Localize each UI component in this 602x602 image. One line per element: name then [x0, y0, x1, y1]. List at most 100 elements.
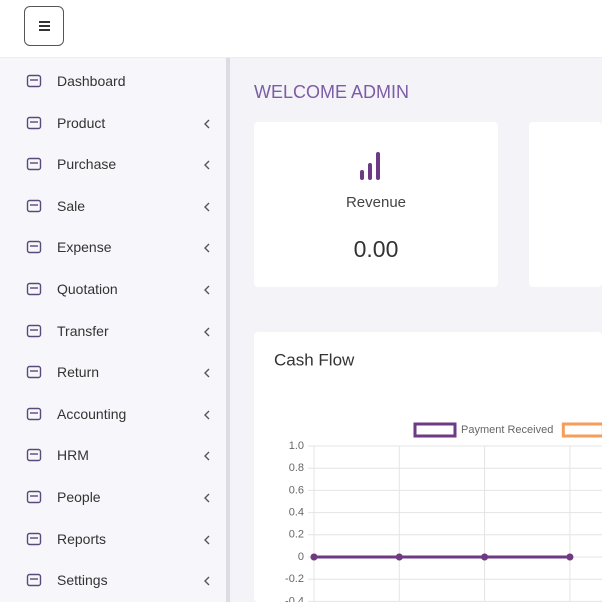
icon-shape — [26, 241, 42, 254]
menu-item[interactable]: Quotation — [0, 269, 226, 309]
menu-icon — [26, 157, 42, 171]
chevron — [204, 493, 210, 503]
menu-item[interactable]: Transfer — [0, 311, 226, 351]
chevron — [204, 243, 210, 253]
menu-icon — [26, 490, 42, 504]
menu-label: Expense — [57, 239, 112, 256]
chevron-path — [204, 535, 210, 545]
menu-label: Settings — [57, 572, 108, 589]
menu-item[interactable]: Sale — [0, 186, 226, 226]
chevron-path — [204, 243, 210, 253]
menu-label: Reports — [57, 530, 107, 547]
menu-toggle[interactable] — [24, 6, 64, 46]
menu-item[interactable]: Accounting — [0, 394, 226, 434]
menu-label: Dashboard — [57, 73, 126, 89]
menu-icon — [26, 116, 42, 129]
chevron — [204, 202, 210, 212]
chevron — [204, 451, 210, 461]
icon-shape — [26, 490, 42, 504]
data-point — [481, 553, 489, 561]
menu-label: Accounting — [57, 405, 127, 422]
icon-shape — [26, 573, 42, 587]
menu-label: Purchase — [57, 156, 117, 173]
y-tick-label: -0.2 — [285, 573, 304, 585]
menu-item[interactable]: Expense — [0, 227, 226, 267]
chevron — [204, 119, 210, 129]
icon-shape — [26, 116, 42, 129]
icon-shape — [26, 324, 42, 337]
chevron — [204, 576, 210, 586]
chevron-path — [204, 119, 210, 129]
icon-shape — [26, 532, 42, 545]
chevron — [204, 410, 210, 420]
menu-icon — [26, 449, 42, 462]
menu-icon — [26, 365, 42, 379]
chevron-path — [204, 285, 210, 295]
icon-shape — [26, 282, 42, 296]
menu-item[interactable]: HRM — [0, 435, 226, 475]
menu-label: Transfer — [57, 322, 109, 339]
chart-title: Cash Flow — [274, 350, 355, 369]
icon-shape — [26, 199, 42, 212]
chevron-path — [204, 160, 210, 170]
chevron-path — [204, 327, 210, 337]
y-tick-label: 0.6 — [289, 484, 304, 496]
menu-item[interactable]: Dashboard — [0, 61, 226, 101]
menu-icon — [26, 407, 42, 420]
burger-line — [39, 25, 50, 27]
chevron — [204, 535, 210, 545]
menu-label: Product — [57, 114, 106, 131]
menu-icon — [26, 573, 42, 587]
icon-shape — [26, 407, 42, 420]
menu-label: Sale — [57, 197, 86, 214]
chevron — [204, 327, 210, 337]
sidebar: Dashboard Product Purchase Sale Expense Quota… — [0, 58, 226, 602]
data-point — [566, 553, 574, 561]
menu-item[interactable]: Settings — [0, 560, 226, 600]
menu-icon — [26, 532, 42, 545]
menu-item[interactable]: People — [0, 477, 226, 517]
y-tick-label: 1.0 — [289, 440, 304, 452]
menu-item[interactable]: Reports — [0, 519, 226, 559]
data-point — [310, 553, 318, 561]
menu-label: Quotation — [57, 281, 118, 297]
chevron-path — [204, 410, 210, 420]
chevron — [204, 160, 210, 170]
menu-label: People — [57, 489, 101, 505]
chevron-path — [204, 451, 210, 461]
chevron-path — [204, 493, 210, 503]
menu-icon — [26, 282, 42, 296]
chevron — [204, 368, 210, 378]
legend-swatch — [561, 422, 602, 438]
chevron-path — [204, 368, 210, 378]
card-label: Revenue — [345, 194, 407, 211]
scrollbar — [226, 58, 230, 602]
menu-icon — [26, 241, 42, 254]
chevron — [204, 285, 210, 295]
menu-label: Return — [57, 364, 100, 381]
icon-shape — [26, 449, 42, 462]
menu-item[interactable]: Return — [0, 352, 226, 392]
data-point — [395, 553, 403, 561]
welcome-title: WELCOME ADMIN — [254, 82, 410, 102]
legend-swatch — [413, 422, 457, 438]
menu-item[interactable]: Purchase — [0, 144, 226, 184]
legend-label: Payment Received — [461, 424, 553, 436]
chart: Cash Flow 1.0 0.8 0.6 0.4 0.2 0 -0.2 -0.4 Paymen… — [274, 350, 602, 602]
chevron-path — [204, 202, 210, 212]
menu-item[interactable]: Product — [0, 103, 226, 143]
card — [529, 122, 602, 287]
menu-icon — [26, 199, 42, 212]
y-tick-label: 0 — [298, 551, 304, 563]
icon-shape — [26, 365, 42, 379]
icon-shape — [26, 157, 42, 171]
revenue-card: Revenue 0.00 — [254, 122, 498, 287]
top-bar — [0, 0, 602, 58]
y-tick-label: 0.2 — [289, 529, 304, 541]
burger-line — [39, 29, 50, 31]
menu-icon — [26, 324, 42, 337]
icon-shape — [26, 74, 42, 88]
y-tick-label: -0.4 — [285, 595, 304, 602]
menu-icon — [26, 74, 42, 88]
card-value: 0.00 — [353, 236, 399, 262]
